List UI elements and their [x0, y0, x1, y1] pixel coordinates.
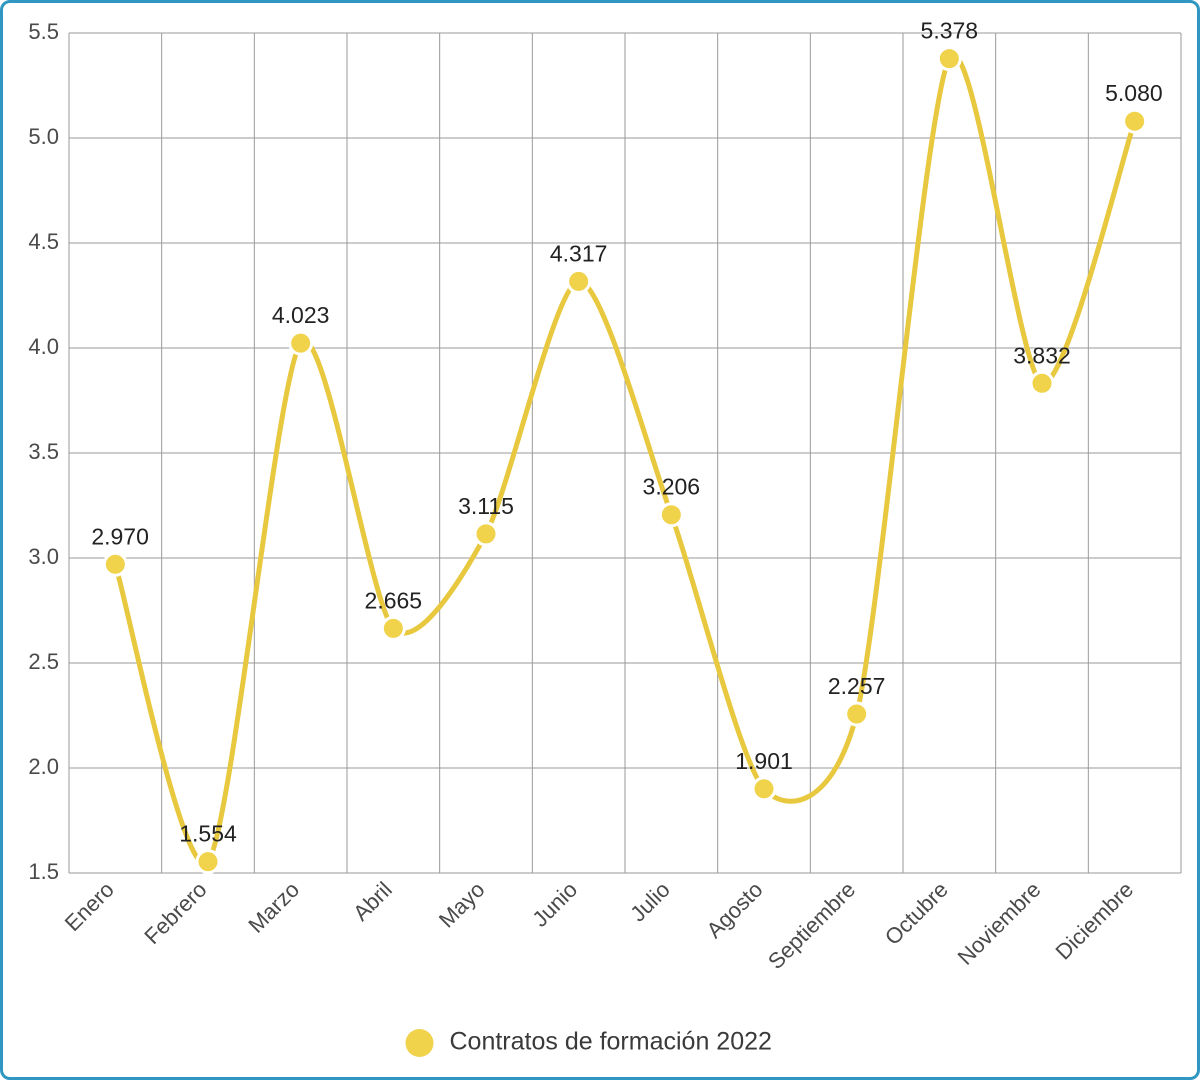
- y-axis-labels: 1.5 2.0 2.5 3.0 3.5 4.0 4.5 5.0 5.5: [28, 19, 59, 884]
- y-tick-label: 1.5: [28, 859, 59, 884]
- x-tick-label: Enero: [60, 877, 119, 936]
- value-label: 4.023: [272, 302, 330, 328]
- y-tick-label: 2.0: [28, 754, 59, 779]
- grid: [69, 33, 1181, 873]
- value-label: 2.665: [365, 587, 423, 613]
- legend: Contratos de formación 2022: [406, 1028, 772, 1057]
- x-tick-label: Febrero: [139, 877, 211, 949]
- x-tick-label: Octubre: [880, 877, 953, 950]
- series-marker: [104, 553, 126, 575]
- y-tick-label: 5.0: [28, 124, 59, 149]
- series-marker: [1031, 372, 1053, 394]
- x-tick-label: Diciembre: [1050, 877, 1138, 965]
- x-tick-label: Marzo: [243, 877, 304, 938]
- value-label: 5.378: [921, 18, 979, 44]
- x-tick-label: Noviembre: [953, 877, 1046, 970]
- series-marker: [568, 270, 590, 292]
- value-label: 3.832: [1013, 342, 1071, 368]
- y-tick-label: 2.5: [28, 649, 59, 674]
- value-label: 2.970: [91, 523, 149, 549]
- x-tick-label: Septiembre: [763, 877, 860, 974]
- y-tick-label: 3.5: [28, 439, 59, 464]
- y-tick-label: 5.5: [28, 19, 59, 44]
- x-tick-label: Mayo: [434, 877, 490, 933]
- y-tick-label: 3.0: [28, 544, 59, 569]
- y-tick-label: 4.0: [28, 334, 59, 359]
- value-label: 3.206: [643, 474, 701, 500]
- series-marker: [1124, 110, 1146, 132]
- series-marker: [382, 617, 404, 639]
- chart-svg: 1.5 2.0 2.5 3.0 3.5 4.0 4.5 5.0 5.5 Enero Febrero M…: [3, 3, 1200, 1083]
- series-marker: [290, 332, 312, 354]
- x-axis-labels: Enero Febrero Marzo Abril Mayo Junio Julio Agos…: [60, 877, 1139, 974]
- series-marker: [846, 703, 868, 725]
- x-tick-label: Agosto: [701, 877, 767, 943]
- series-marker: [938, 48, 960, 70]
- series-marker: [475, 523, 497, 545]
- value-label: 4.317: [550, 240, 608, 266]
- x-tick-label: Junio: [527, 877, 582, 932]
- y-tick-label: 4.5: [28, 229, 59, 254]
- value-label: 2.257: [828, 673, 886, 699]
- series-marker: [660, 504, 682, 526]
- value-label: 1.901: [735, 748, 793, 774]
- value-label: 3.115: [458, 493, 514, 519]
- value-label: 1.554: [179, 821, 237, 847]
- series-marker: [197, 851, 219, 873]
- chart-frame: 1.5 2.0 2.5 3.0 3.5 4.0 4.5 5.0 5.5 Enero Febrero M…: [0, 0, 1200, 1080]
- x-tick-label: Abril: [348, 877, 397, 926]
- series-marker: [753, 778, 775, 800]
- x-tick-label: Julio: [625, 877, 675, 927]
- value-labels: 2.970 1.554 4.023 2.665 3.115 4.317 3.206 1.901…: [91, 18, 1162, 847]
- legend-label: Contratos de formación 2022: [450, 1028, 772, 1056]
- legend-dot: [406, 1029, 434, 1057]
- value-label: 5.080: [1105, 80, 1163, 106]
